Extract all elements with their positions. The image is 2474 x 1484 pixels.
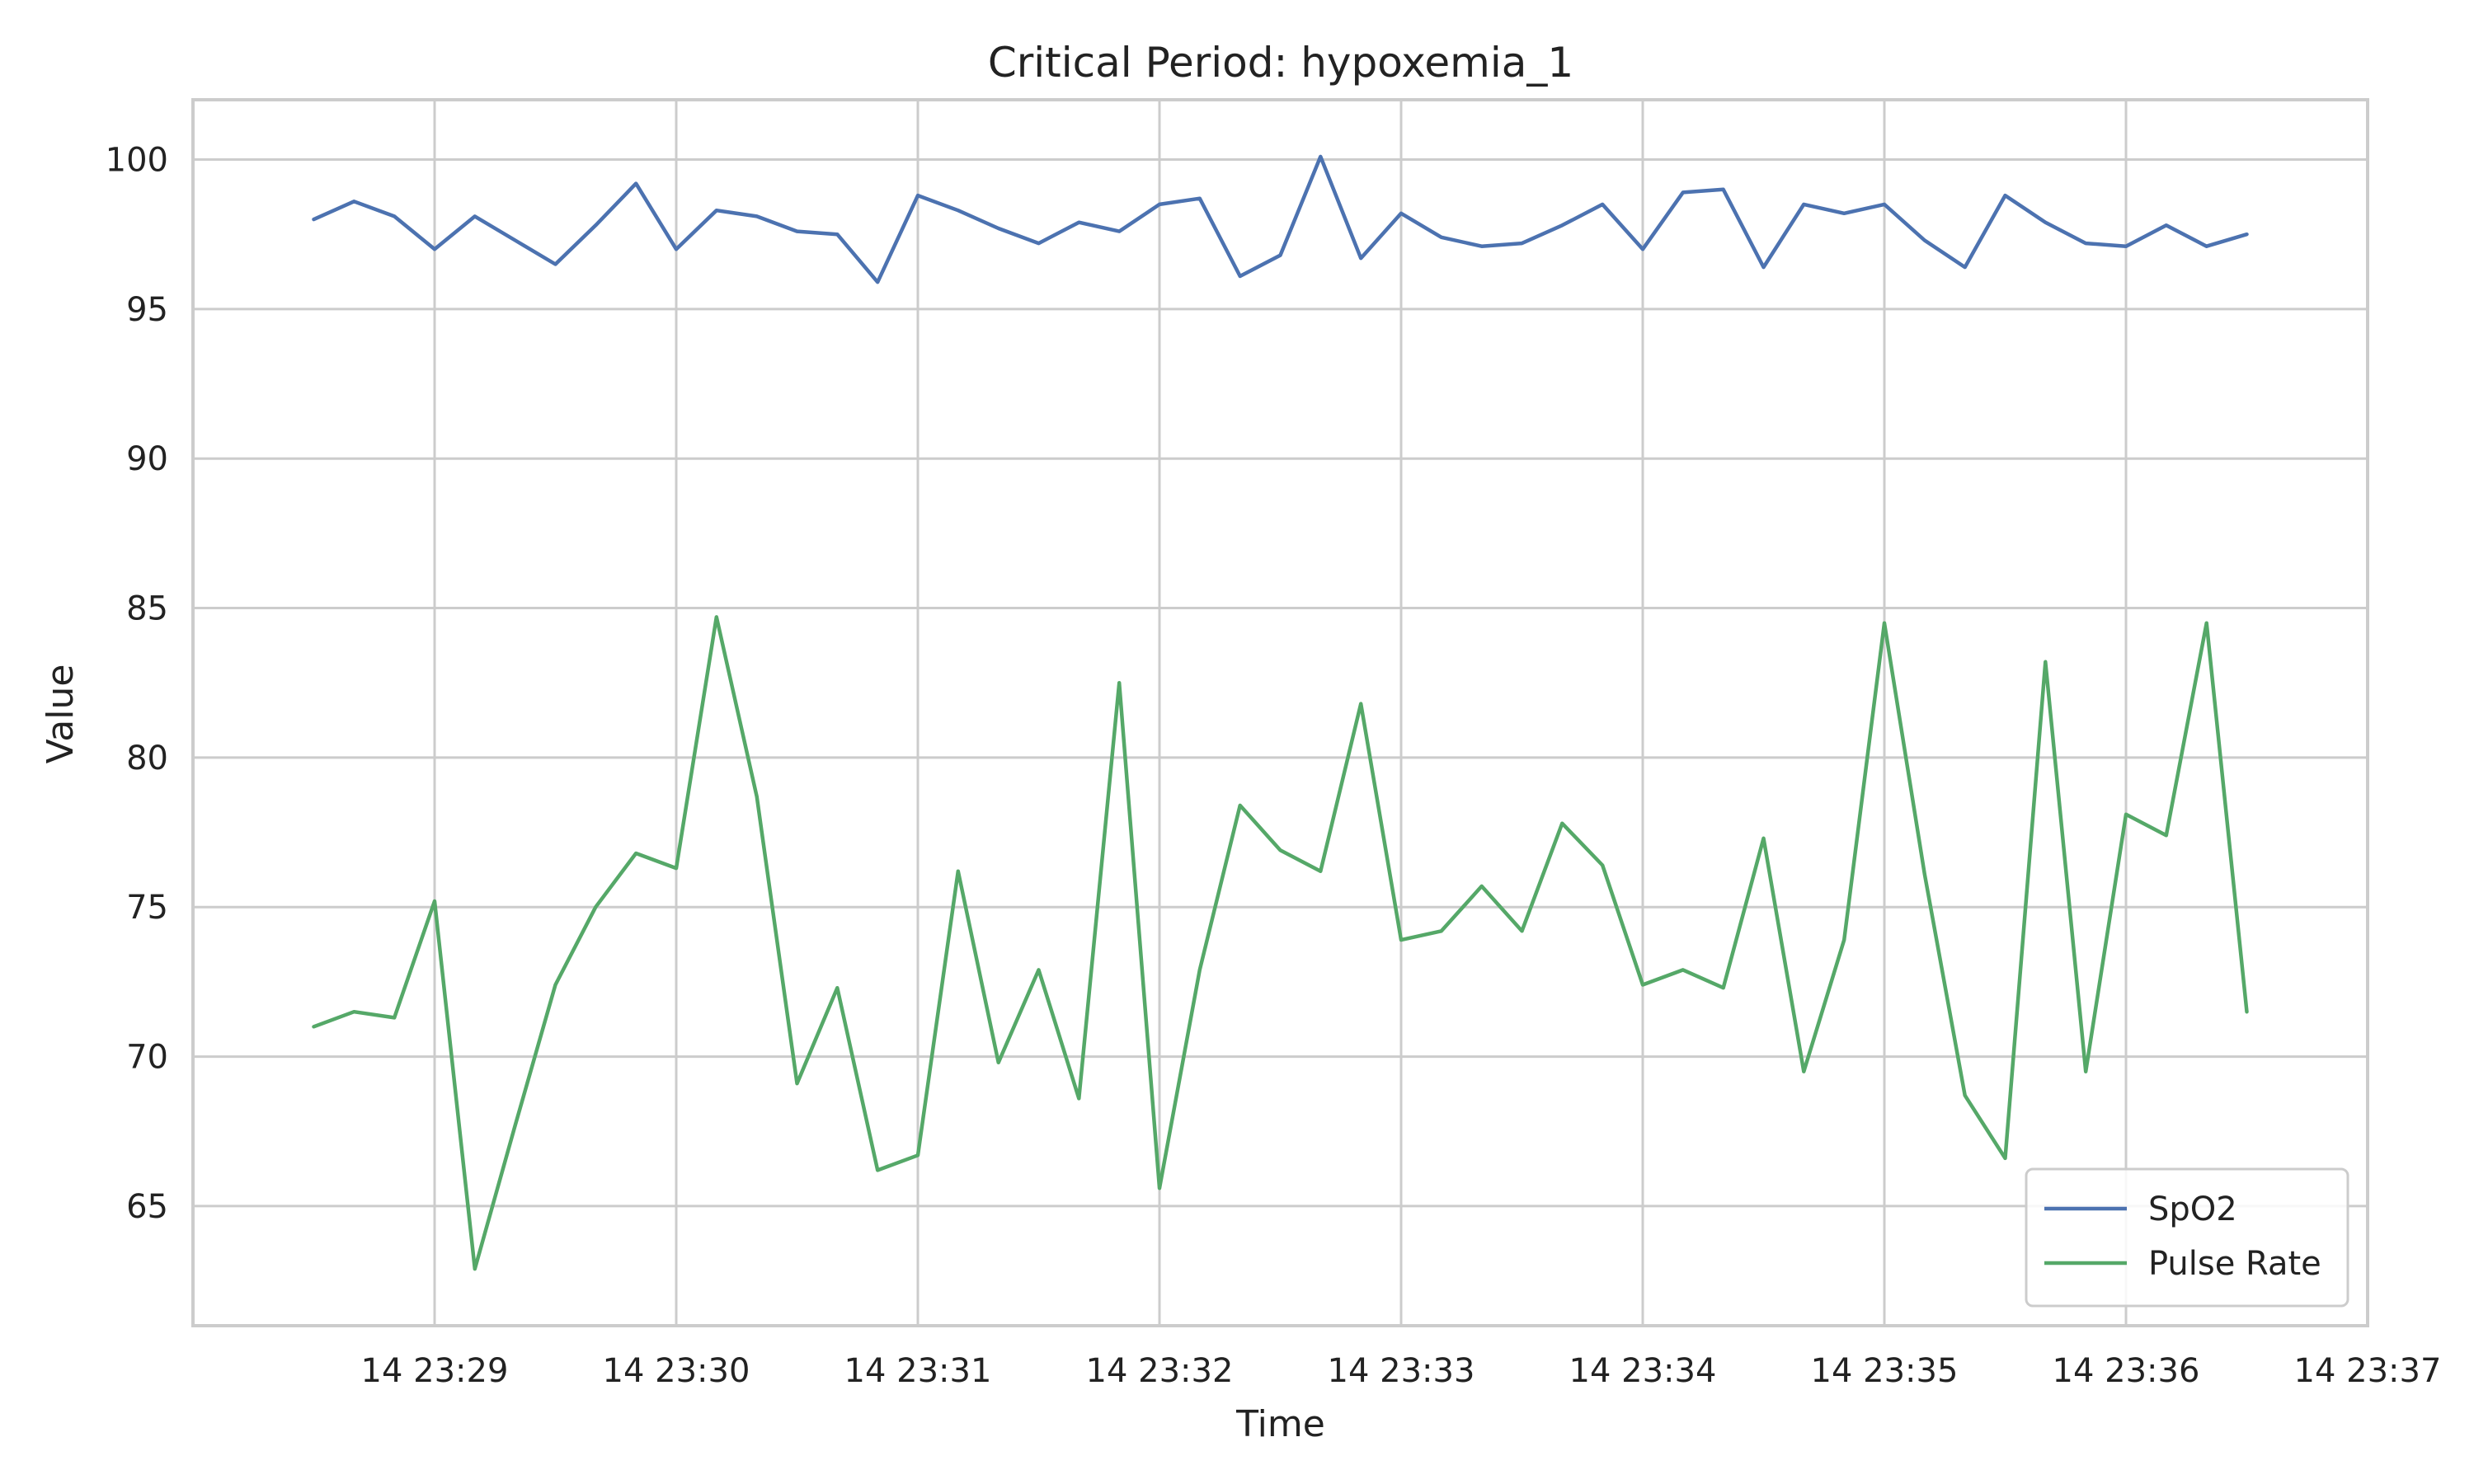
series-line-pulse-rate [312,615,2249,1271]
y-tick-label: 85 [126,590,168,628]
legend-box [2025,1167,2349,1308]
chart-title: Critical Period: hypoxemia_1 [988,39,1573,87]
y-tick-label: 100 [106,142,168,180]
legend: SpO2 Pulse Rate [2025,1167,2349,1308]
x-tick-labels: 14 23:29 14 23:30 14 23:31 14 23:32 14 23:33… [361,1352,2442,1390]
y-tick-label: 80 [126,740,168,777]
x-tick-label: 14 23:35 [1811,1352,1959,1390]
x-axis-label: Time [1235,1403,1325,1445]
series-line-spo2 [312,154,2249,284]
plot-frame [191,98,2369,1327]
y-axis-label: Value [40,665,82,764]
x-tick-label: 14 23:32 [1086,1352,1234,1390]
y-tick-labels: 65 70 75 80 85 90 95 100 [106,142,168,1226]
x-tick-label: 14 23:31 [844,1352,992,1390]
y-tick-label: 65 [126,1188,168,1226]
x-tick-label: 14 23:29 [361,1352,509,1390]
y-tick-label: 75 [126,889,168,927]
x-tick-label: 14 23:34 [1569,1352,1717,1390]
y-tick-label: 90 [126,440,168,478]
grid [193,100,2369,1326]
y-tick-label: 95 [126,291,168,329]
legend-label: Pulse Rate [2148,1245,2321,1283]
x-tick-label: 14 23:30 [603,1352,750,1390]
x-tick-label: 14 23:36 [2053,1352,2200,1390]
x-tick-label: 14 23:37 [2294,1352,2442,1390]
series-group [312,154,2249,1271]
legend-label: SpO2 [2148,1190,2237,1228]
y-tick-label: 70 [126,1039,168,1077]
x-tick-label: 14 23:33 [1328,1352,1475,1390]
